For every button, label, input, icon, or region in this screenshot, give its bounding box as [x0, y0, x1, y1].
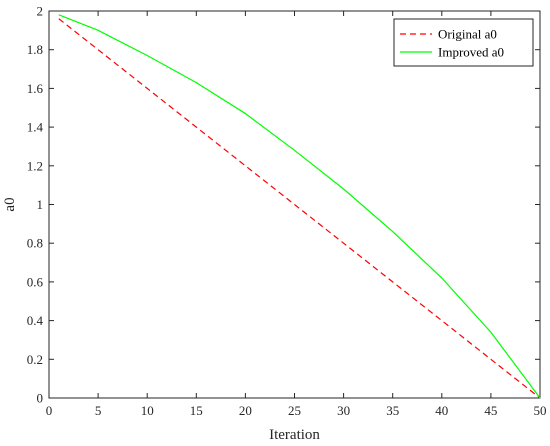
y-tick-label: 1.2 — [27, 158, 43, 173]
legend-box — [393, 18, 534, 67]
x-tick-label: 5 — [95, 403, 102, 418]
y-tick-label: 0.4 — [27, 313, 44, 328]
y-tick-label: 1.4 — [27, 120, 44, 135]
legend: Original a0 Improved a0 — [393, 18, 534, 67]
y-tick-label: 0.8 — [27, 236, 43, 251]
y-tick-label: 0.6 — [27, 274, 44, 289]
x-tick-label: 15 — [190, 403, 203, 418]
legend-label-2: Improved a0 — [438, 45, 504, 60]
y-axis-title: a0 — [2, 197, 18, 211]
series-line-2 — [58, 14, 541, 399]
x-tick-label: 0 — [46, 403, 53, 418]
y-tick-label: 1.8 — [27, 42, 43, 57]
x-tick-label: 45 — [484, 403, 497, 418]
x-tick-label: 20 — [239, 403, 252, 418]
x-tick-label: 10 — [141, 403, 154, 418]
x-tick-label: 35 — [386, 403, 399, 418]
y-tick-label: 0 — [37, 391, 44, 406]
legend-label-1: Original a0 — [438, 27, 497, 42]
x-tick-label: 30 — [337, 403, 350, 418]
axis-ticks: 0 5 10 15 20 25 30 35 40 45 50 0 0.2 0.4 0.6 0.8 1 1.2 1.4… — [27, 4, 547, 419]
x-tick-label: 40 — [435, 403, 448, 418]
y-tick-label: 1 — [37, 197, 44, 212]
y-tick-label: 0.2 — [27, 352, 43, 367]
series-line-1 — [58, 18, 541, 399]
y-tick-label: 1.6 — [27, 81, 44, 96]
x-tick-label: 50 — [534, 403, 547, 418]
y-tick-label: 2 — [37, 4, 44, 19]
x-axis-title: Iteration — [269, 427, 320, 443]
series-lines — [58, 14, 541, 399]
x-tick-label: 25 — [288, 403, 301, 418]
